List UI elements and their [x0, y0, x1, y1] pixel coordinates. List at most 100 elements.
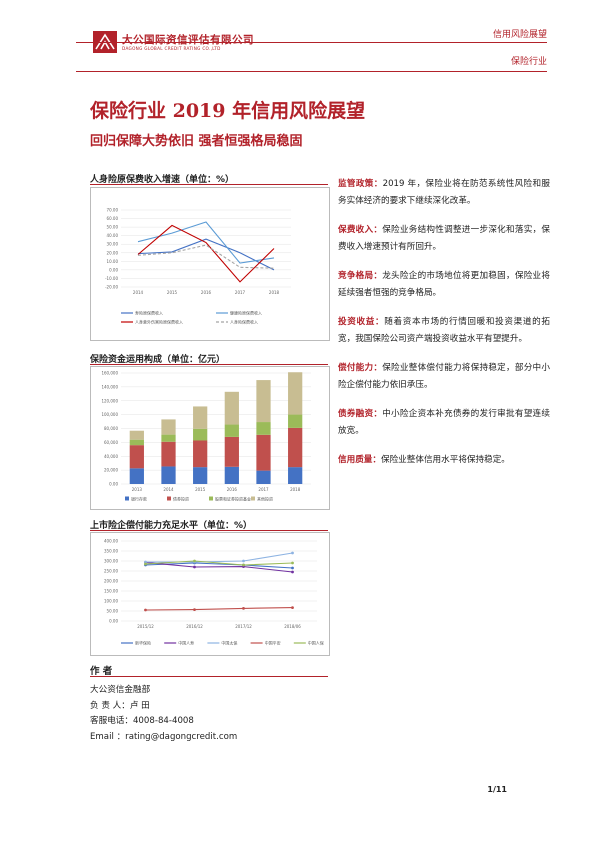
- data-point: [242, 607, 245, 610]
- author-phone: 客服电话：4008-84-4008: [90, 716, 194, 726]
- author-rule: [90, 676, 328, 677]
- y-tick-label: 50.00: [107, 609, 119, 614]
- y-tick-label: 100,000: [101, 412, 118, 417]
- premium-growth-chart: -20.00 -10.00 0.00 10.00 20.00 30.00 40.00 50.0…: [90, 187, 330, 341]
- bar-segment: [161, 419, 176, 435]
- summary-item: 债券融资：中小险企资本补充债券的发行审批有望连续放宽。: [338, 406, 550, 440]
- author-block: 大公资信金融部 负 责 人：卢 田 客服电话：4008-84-4008 Emai…: [90, 683, 237, 745]
- summary-item: 偿付能力：保险业整体偿付能力将保持稳定，部分中小险企偿付能力依旧承压。: [338, 360, 550, 394]
- data-point: [193, 608, 196, 611]
- bar-segment: [193, 428, 208, 441]
- y-tick-label: 60,000: [104, 440, 118, 445]
- y-tick-label: 30.00: [107, 242, 119, 247]
- summary-key: 监管政策：: [338, 179, 383, 189]
- logo-company-name: 大公国际资信评估有限公司: [122, 34, 254, 46]
- y-tick-label: 20,000: [104, 468, 118, 473]
- summary-item: 保费收入：保险业务结构性调整进一步深化和落实，保费收入增速预计有所回升。: [338, 222, 550, 256]
- legend-swatch: [209, 496, 213, 501]
- data-point: [291, 551, 294, 555]
- data-point: [291, 561, 294, 565]
- data-point: [291, 566, 294, 570]
- y-tick-label: 0.00: [109, 482, 118, 487]
- legend-swatch: [167, 496, 171, 501]
- summary-text: 随着资本市场的行情回暖和投资渠道的拓宽，我国保险公司资产端投资收益水平有望提升。: [338, 317, 550, 344]
- header-tag-industry: 保险行业: [510, 57, 547, 67]
- solvency-svg: 0.00 50.00 100.00 150.00 200.00 250.00 300.00 3…: [104, 539, 324, 646]
- legend-label: 健康险原保费收入: [230, 310, 262, 316]
- y-tick-label: 40,000: [104, 454, 118, 459]
- x-tick-label: 2016: [227, 487, 238, 492]
- x-tick-label: 2016/12: [186, 624, 203, 629]
- report-title: 保险行业 2019 年信用风险展望: [90, 100, 366, 122]
- y-tick-label: 70.00: [107, 208, 119, 213]
- x-tick-label: 2013: [132, 487, 143, 492]
- chart3-rule: [90, 530, 328, 531]
- bar-segment: [129, 430, 144, 440]
- legend-label: 其他投资: [257, 496, 273, 502]
- chart2-title: 保险资金运用构成（单位：亿元）: [90, 355, 226, 365]
- y-tick-label: 0.00: [109, 619, 118, 624]
- legend-label: 人身意外伤害险原保费收入: [135, 319, 183, 325]
- bar-segment: [288, 372, 303, 415]
- y-tick-label: 100.00: [104, 599, 118, 604]
- summary-column: 监管政策：2019 年，保险业将在防范系统性风险和服务实体经济的要求下继续深化改…: [338, 176, 550, 481]
- bar-segment: [256, 380, 271, 423]
- summary-text: 龙头险企的市场地位将更加稳固，保险业将延续强者恒强的竞争格局。: [338, 271, 550, 298]
- summary-text: 2019 年，保险业将在防范系统性风险和服务实体经济的要求下继续深化改革。: [338, 179, 550, 206]
- y-tick-label: 10.00: [107, 259, 119, 264]
- legend-label: 中国平安: [265, 640, 281, 646]
- summary-item: 信用质量：保险业整体信用水平将保持稳定。: [338, 452, 550, 469]
- chart3-title: 上市险企偿付能力充足水平（单位：%）: [90, 521, 253, 531]
- x-tick-label: 2018: [269, 290, 280, 295]
- bar-segment: [288, 414, 303, 428]
- bar-segment: [224, 436, 239, 467]
- author-email[interactable]: Email ：rating@dagongcredit.com: [90, 731, 238, 742]
- y-tick-label: 80,000: [104, 426, 118, 431]
- x-tick-label: 2018/06: [284, 624, 301, 629]
- chart2-rule: [90, 364, 328, 365]
- bar-segment: [256, 470, 271, 484]
- summary-text: 保险业整体偿付能力将保持稳定，部分中小险企偿付能力依旧承压。: [338, 363, 550, 390]
- y-tick-label: -10.00: [105, 276, 118, 281]
- summary-item: 监管政策：2019 年，保险业将在防范系统性风险和服务实体经济的要求下继续深化改…: [338, 176, 550, 210]
- y-tick-label: 120,000: [101, 398, 118, 403]
- series-line: [137, 221, 275, 264]
- bar-segment: [224, 466, 239, 484]
- solvency-chart: 0.00 50.00 100.00 150.00 200.00 250.00 300.00 3…: [90, 532, 330, 656]
- x-tick-label: 2014: [133, 290, 144, 295]
- legend-label: 人身险保费收入: [230, 319, 258, 325]
- author-person: 负 责 人：卢 田: [90, 700, 150, 711]
- y-tick-label: -20.00: [105, 285, 118, 290]
- series-line: [145, 561, 293, 573]
- data-point: [193, 559, 196, 563]
- data-point: [291, 570, 294, 574]
- x-tick-label: 2015: [195, 487, 206, 492]
- legend-label: 中国太保: [221, 640, 237, 646]
- y-tick-label: 140,000: [101, 384, 118, 389]
- y-tick-label: 300.00: [104, 559, 118, 564]
- legend-label: 债券投资: [173, 496, 189, 502]
- bar-segment: [129, 445, 144, 469]
- x-tick-label: 2015/12: [137, 624, 154, 629]
- summary-key: 竞争格局：: [338, 271, 383, 281]
- bar-segment: [256, 434, 271, 471]
- summary-item: 竞争格局：龙头险企的市场地位将更加稳固，保险业将延续强者恒强的竞争格局。: [338, 268, 550, 302]
- x-tick-label: 2017/12: [235, 624, 252, 629]
- summary-text: 保险业整体信用水平将保持稳定。: [380, 455, 510, 465]
- bar-segment: [193, 467, 208, 484]
- fund-allocation-chart: 0.00 20,000 40,000 60,000 80,000 100,000 120,0…: [90, 366, 330, 510]
- data-point: [193, 565, 196, 569]
- bar-segment: [256, 422, 271, 435]
- summary-item: 投资收益：随着资本市场的行情回暖和投资渠道的拓宽，我国保险公司资产端投资收益水平…: [338, 314, 550, 348]
- bar-segment: [224, 424, 239, 437]
- y-tick-label: 0.00: [109, 267, 118, 272]
- bar-segment: [161, 466, 176, 484]
- chart1-title: 人身险原保费收入增速（单位：%）: [90, 175, 235, 185]
- fund-allocation-svg: 0.00 20,000 40,000 60,000 80,000 100,000 120,0…: [101, 371, 311, 502]
- summary-text: 保险业务结构性调整进一步深化和落实，保费收入增速预计有所回升。: [338, 225, 550, 252]
- legend-swatch: [251, 496, 255, 501]
- x-tick-label: 2017: [258, 487, 269, 492]
- bar-segment: [193, 406, 208, 429]
- series-line: [137, 244, 275, 269]
- bar-segment: [161, 434, 176, 442]
